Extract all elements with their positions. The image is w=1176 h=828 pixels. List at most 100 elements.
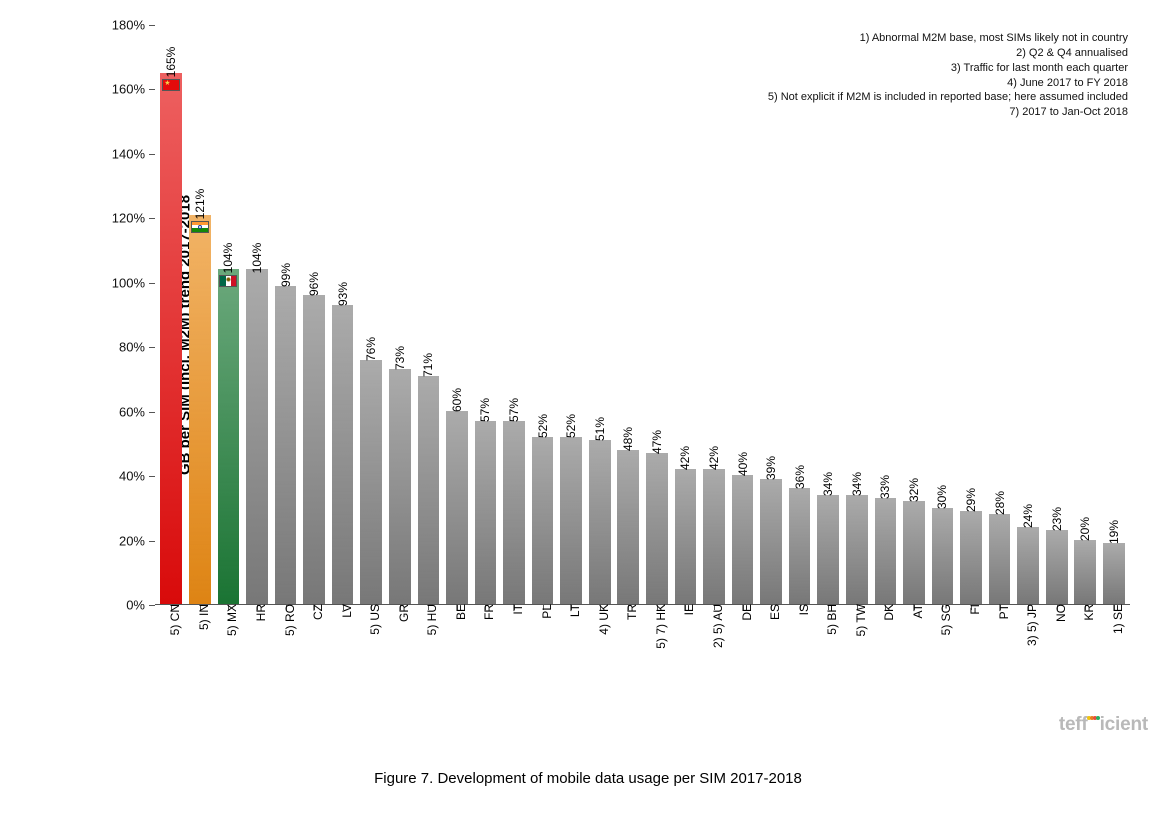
x-axis-label: LV — [332, 604, 354, 618]
bar: 32% — [903, 501, 925, 604]
bar-value-label: 121% — [193, 188, 207, 219]
y-tick-mark — [149, 412, 155, 413]
bar-slot: 60%BE — [445, 25, 470, 604]
chart-note-line: 1) Abnormal M2M base, most SIMs likely n… — [768, 31, 1128, 46]
bar-value-label: 42% — [678, 446, 692, 470]
x-axis-label: FR — [474, 604, 496, 620]
bar-value-label: 57% — [507, 398, 521, 422]
bar-value-label: 73% — [393, 346, 407, 370]
x-axis-label: 3) 5) JP — [1017, 604, 1039, 646]
bar: 104% — [246, 269, 268, 604]
bar: 52% — [560, 437, 582, 604]
bar-value-label: 19% — [1107, 520, 1121, 544]
bar-slot: 42%2) 5) AU — [702, 25, 727, 604]
bar-value-label: 93% — [336, 282, 350, 306]
y-tick-label: 60% — [119, 404, 150, 419]
bar: 19% — [1103, 543, 1125, 604]
bar-value-label: 104% — [221, 243, 235, 274]
bar-value-label: 99% — [279, 263, 293, 287]
bar-slot: 121%5) IN — [188, 25, 213, 604]
x-axis-label: TR — [617, 604, 639, 620]
x-axis-label: KR — [1074, 604, 1096, 621]
y-tick-label: 0% — [126, 598, 150, 613]
bar-slot: 52%PL — [530, 25, 555, 604]
y-tick-mark — [149, 154, 155, 155]
bar: 76% — [360, 360, 382, 604]
bar: 93% — [332, 305, 354, 604]
x-axis-label: IE — [674, 604, 696, 615]
y-tick-label: 160% — [112, 82, 150, 97]
bar-slot: 48%TR — [616, 25, 641, 604]
y-tick-mark — [149, 25, 155, 26]
bar-slot: 73%GR — [388, 25, 413, 604]
chart-note-line: 4) June 2017 to FY 2018 — [768, 76, 1128, 91]
y-tick-label: 40% — [119, 469, 150, 484]
y-tick-label: 120% — [112, 211, 150, 226]
x-axis-label: 1) SE — [1103, 604, 1125, 634]
logo-text-part: icient — [1100, 714, 1148, 735]
x-axis-label: 2) 5) AU — [703, 604, 725, 648]
x-axis-label: 5) BH — [817, 604, 839, 635]
x-axis-label: CZ — [303, 604, 325, 620]
x-axis-label: 5) RO — [275, 604, 297, 636]
x-axis-label: IT — [503, 604, 525, 615]
x-axis-label: FI — [960, 604, 982, 615]
x-axis-label: GR — [389, 604, 411, 622]
bar-slot: 71%5) HU — [416, 25, 441, 604]
bar-value-label: 34% — [850, 472, 864, 496]
bar-slot: 47%5) 7) HK — [645, 25, 670, 604]
x-axis-label: 5) SG — [931, 604, 953, 635]
y-tick-mark — [149, 218, 155, 219]
bar: 165%★ — [160, 73, 182, 604]
bar: 42% — [675, 469, 697, 604]
bar-slot: 42%IE — [673, 25, 698, 604]
bar-value-label: 42% — [707, 446, 721, 470]
bar-value-label: 23% — [1050, 507, 1064, 531]
bar-value-label: 52% — [564, 414, 578, 438]
bar: 57% — [503, 421, 525, 604]
bar: 39% — [760, 479, 782, 604]
bar: 104%✹ — [218, 269, 240, 604]
x-axis-label: LT — [560, 604, 582, 617]
bar: 34% — [817, 495, 839, 604]
bar-slot: 104%HR — [245, 25, 270, 604]
chart-notes: 1) Abnormal M2M base, most SIMs likely n… — [768, 31, 1128, 120]
y-tick-mark — [149, 283, 155, 284]
y-tick-mark — [149, 347, 155, 348]
y-tick-label: 140% — [112, 146, 150, 161]
bar: 121% — [189, 215, 211, 604]
y-tick-label: 20% — [119, 533, 150, 548]
y-tick-mark — [149, 89, 155, 90]
y-tick-label: 80% — [119, 340, 150, 355]
flag-icon: ✹ — [219, 275, 237, 287]
bar: 40% — [732, 475, 754, 604]
chart-note-line: 7) 2017 to Jan-Oct 2018 — [768, 105, 1128, 120]
bar-value-label: 28% — [993, 491, 1007, 515]
bar: 51% — [589, 440, 611, 604]
y-tick-mark — [149, 605, 155, 606]
bar-value-label: 40% — [736, 452, 750, 476]
bar-value-label: 32% — [907, 478, 921, 502]
chart-note-line: 2) Q2 & Q4 annualised — [768, 46, 1128, 61]
bar-value-label: 76% — [364, 337, 378, 361]
bar-value-label: 96% — [307, 272, 321, 296]
bar-value-label: 30% — [935, 484, 949, 508]
x-axis-label: AT — [903, 604, 925, 618]
x-axis-label: 5) US — [360, 604, 382, 635]
bar-slot: 51%4) UK — [587, 25, 612, 604]
bar: 23% — [1046, 530, 1068, 604]
bar: 29% — [960, 511, 982, 604]
bar-slot: 57%FR — [473, 25, 498, 604]
bar-value-label: 33% — [878, 475, 892, 499]
x-axis-label: PL — [532, 604, 554, 619]
chart-container: GB per SIM (incl. M2M) trend 2017-2018 1… — [80, 25, 1130, 645]
figure-caption: Figure 7. Development of mobile data usa… — [0, 770, 1176, 787]
bar-value-label: 24% — [1021, 504, 1035, 528]
bar: 96% — [303, 295, 325, 604]
bar: 42% — [703, 469, 725, 604]
x-axis-label: DK — [874, 604, 896, 621]
x-axis-label: 5) IN — [189, 604, 211, 630]
x-axis-label: 4) UK — [589, 604, 611, 635]
bar-value-label: 51% — [593, 417, 607, 441]
y-tick-mark — [149, 541, 155, 542]
